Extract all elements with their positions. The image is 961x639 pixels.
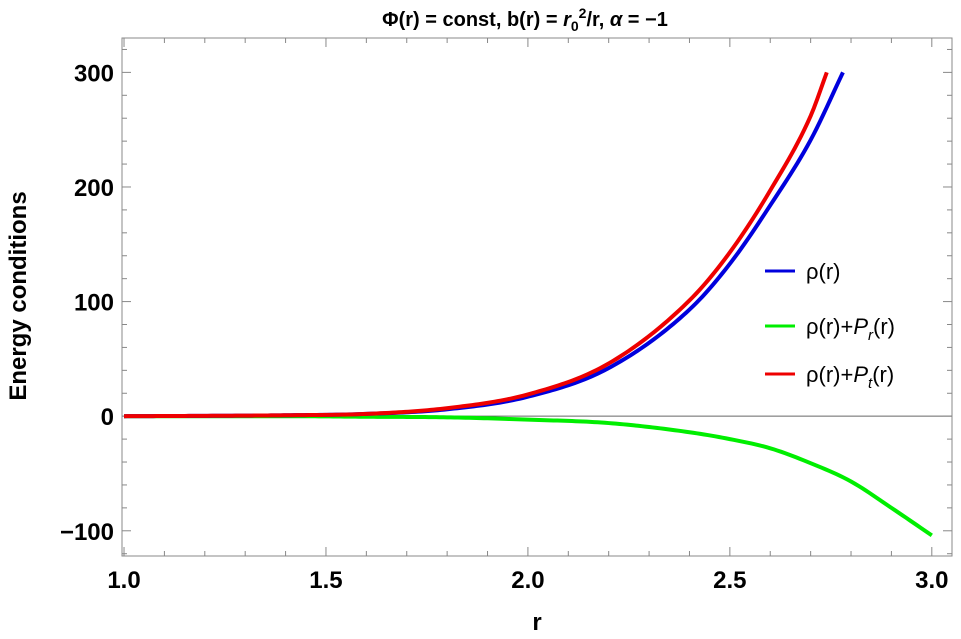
x-tick-label: 1.5 <box>309 567 342 594</box>
x-tick-label: 2.0 <box>511 567 544 594</box>
legend-item: ρ(r) <box>765 259 841 284</box>
series-line-1 <box>124 414 933 538</box>
plot-border <box>121 37 953 557</box>
series-line-2 <box>124 71 829 419</box>
y-axis-label: Energy conditions <box>5 191 32 400</box>
legend-label: ρ(r) <box>806 259 841 284</box>
title-part2: /r, <box>586 9 609 31</box>
legend-item: ρ(r)+Pt(r) <box>765 362 894 392</box>
y-tick-label: 300 <box>74 60 114 87</box>
title-part1: Φ(r) = const, b(r) = <box>382 9 563 31</box>
y-tick-label: 200 <box>74 175 114 202</box>
y-axis-ticks: −100 0 100 200 300 <box>60 48 952 555</box>
x-axis-ticks: 1.0 1.5 2.0 2.5 3.0 <box>107 38 948 594</box>
legend: ρ(r) ρ(r)+Pr(r) ρ(r)+Pt(r) <box>765 259 895 392</box>
legend-label: ρ(r)+Pr(r) <box>806 314 895 344</box>
title-sup2: 2 <box>579 5 587 21</box>
y-tick-label: 100 <box>74 290 114 317</box>
plot-frame <box>121 37 953 557</box>
title-alpha: α <box>610 9 624 31</box>
x-axis-label: r <box>532 609 541 636</box>
y-tick-label: 0 <box>101 404 114 431</box>
title-sub0: 0 <box>571 18 579 34</box>
chart-title: Φ(r) = const, b(r) = r02/r, α = −1 <box>382 5 668 34</box>
x-tick-label: 2.5 <box>713 567 746 594</box>
x-tick-label: 1.0 <box>107 567 140 594</box>
legend-item: ρ(r)+Pr(r) <box>765 314 895 344</box>
y-tick-label: −100 <box>60 519 114 546</box>
x-tick-label: 3.0 <box>915 567 948 594</box>
series-lines <box>124 71 933 538</box>
legend-label: ρ(r)+Pt(r) <box>806 362 894 392</box>
title-r: r <box>563 9 572 31</box>
title-part3: = −1 <box>622 9 668 31</box>
